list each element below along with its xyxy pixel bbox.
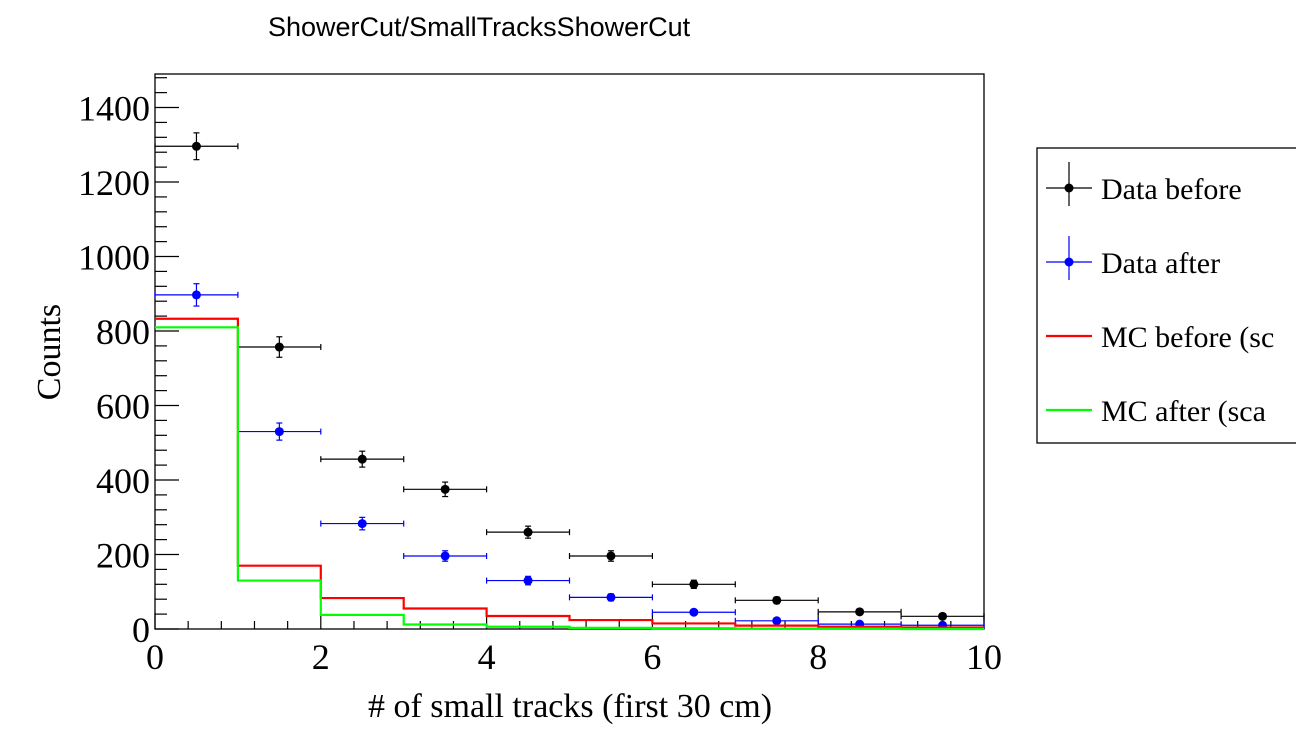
data-after-point bbox=[440, 551, 450, 561]
data-after-point bbox=[606, 592, 616, 602]
y-tick-label: 1400 bbox=[78, 89, 150, 129]
legend-label-mc-after-sca: MC after (sca bbox=[1101, 395, 1266, 428]
data-before-point bbox=[855, 607, 865, 617]
legend-marker-data-before bbox=[1064, 183, 1074, 193]
y-tick-label: 1200 bbox=[78, 163, 150, 203]
x-tick-label: 2 bbox=[312, 637, 330, 677]
legend-label-data-after: Data after bbox=[1101, 247, 1220, 280]
y-tick-label: 200 bbox=[96, 536, 150, 576]
x-tick-label: 8 bbox=[809, 637, 827, 677]
data-after-point bbox=[523, 576, 533, 586]
y-tick-label: 400 bbox=[96, 461, 150, 501]
y-tick-label: 600 bbox=[96, 387, 150, 427]
plot-frame bbox=[154, 73, 985, 630]
data-before-point bbox=[606, 551, 616, 561]
y-axis-title: Counts bbox=[31, 304, 68, 400]
x-tick-label: 0 bbox=[146, 637, 164, 677]
x-tick-label: 6 bbox=[643, 637, 661, 677]
mc-after-sca-step-line bbox=[155, 326, 984, 631]
chart-title: ShowerCut/SmallTracksShowerCut bbox=[268, 12, 691, 42]
data-after-point bbox=[191, 290, 201, 300]
data-after-point bbox=[274, 427, 284, 437]
data-before-point bbox=[772, 595, 782, 605]
legend-marker-data-after bbox=[1064, 257, 1074, 267]
data-after-point bbox=[357, 519, 367, 529]
data-before-point bbox=[689, 579, 699, 589]
y-tick-label: 0 bbox=[132, 610, 150, 650]
legend-box bbox=[1036, 147, 1296, 444]
series-layer bbox=[154, 132, 985, 631]
data-before-point bbox=[274, 342, 284, 352]
legend: Data before Data after MC before (sc MC aft… bbox=[1036, 147, 1296, 444]
data-after-point bbox=[772, 616, 782, 626]
data-before-point bbox=[523, 527, 533, 537]
data-after-point bbox=[689, 607, 699, 617]
mc-before-sc-step-line bbox=[155, 317, 984, 629]
y-axis: 0 200 400 600 800 1000 1200 1400 bbox=[78, 77, 179, 650]
y-tick-label: 1000 bbox=[78, 238, 150, 278]
data-before-point bbox=[357, 454, 367, 464]
x-tick-label: 4 bbox=[478, 637, 496, 677]
legend-label-mc-before-sc: MC before (sc bbox=[1101, 321, 1274, 354]
x-tick-label: 10 bbox=[966, 637, 1002, 677]
x-axis: 0 2 4 6 8 10 bbox=[146, 613, 1002, 677]
y-tick-label: 800 bbox=[96, 312, 150, 352]
legend-label-data-before: Data before bbox=[1101, 173, 1242, 206]
data-before-point bbox=[938, 611, 948, 621]
x-axis-title: # of small tracks (first 30 cm) bbox=[368, 688, 772, 725]
data-before-point bbox=[191, 141, 201, 151]
data-before-point bbox=[440, 484, 450, 494]
